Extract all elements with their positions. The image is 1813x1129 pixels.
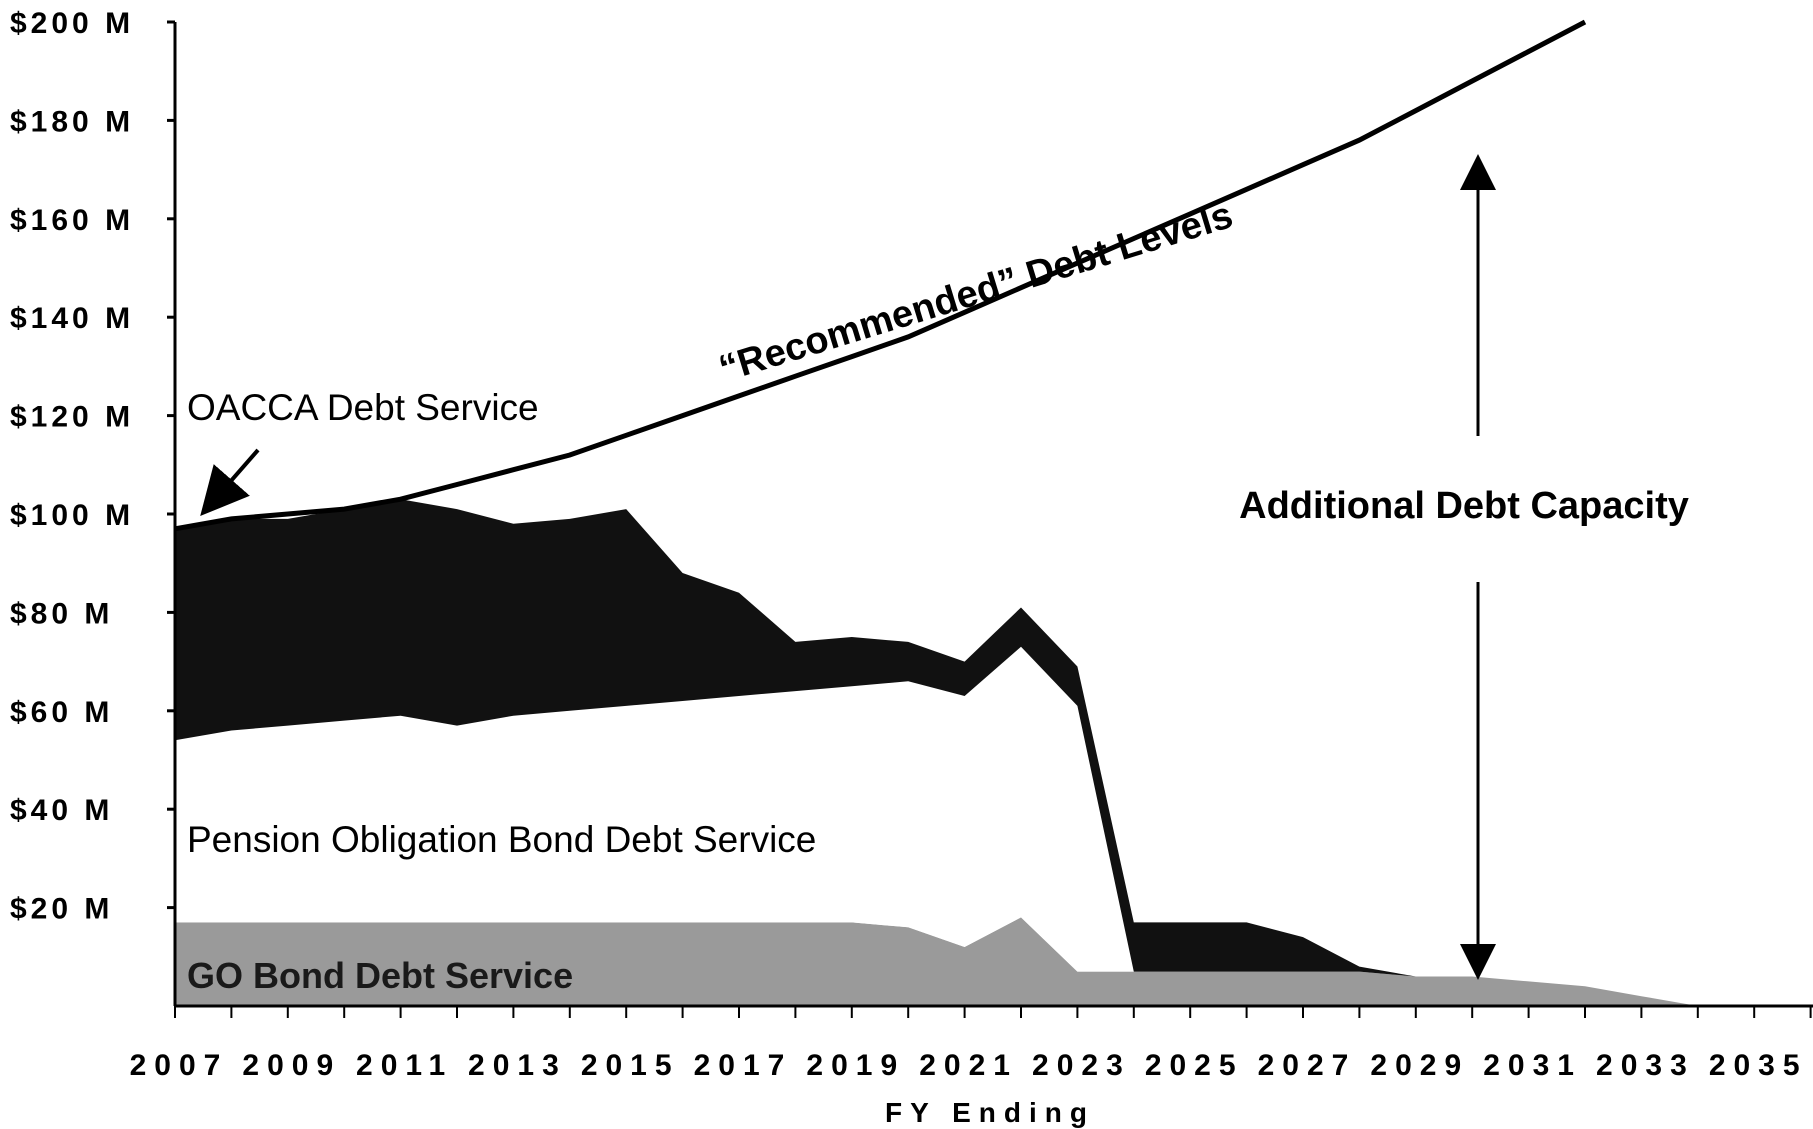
x-tick-label: 2009: [242, 1049, 341, 1082]
y-tick-label: $80 M: [10, 597, 113, 630]
x-tick-label: 2013: [468, 1049, 567, 1082]
capacity-label: Additional Debt Capacity: [1239, 485, 1689, 527]
x-tick-label: 2035: [1709, 1049, 1808, 1082]
recommended-line-layer: [174, 19, 1587, 532]
recommended-line-label: “Recommended” Debt Levels: [714, 194, 1237, 390]
area-go-bond-debt-service: [175, 917, 1698, 1006]
x-axis-title: FY Ending: [885, 1097, 1095, 1128]
area-pension-obligation-bond-debt-service: [175, 646, 1698, 1006]
oacca-label: OACCA Debt Service: [187, 387, 539, 428]
x-tick-label: 2021: [919, 1049, 1018, 1082]
x-tick-label: 2023: [1032, 1049, 1131, 1082]
y-tick-label: $140 M: [10, 302, 134, 335]
oacca-pointer-arrow: [200, 448, 260, 517]
x-tick-label: 2017: [694, 1049, 793, 1082]
x-tick-label: 2027: [1258, 1049, 1357, 1082]
x-tick-label: 2019: [806, 1049, 905, 1082]
x-tick-label: 2015: [581, 1049, 680, 1082]
x-tick-label: 2031: [1483, 1049, 1582, 1082]
pension-label: Pension Obligation Bond Debt Service: [187, 819, 816, 860]
y-tick-label: $120 M: [10, 401, 134, 434]
x-tick-label: 2011: [356, 1049, 453, 1082]
y-tick-label: $100 M: [10, 499, 134, 532]
go-bond-label: GO Bond Debt Service: [187, 955, 573, 996]
y-tick-label: $200 M: [10, 7, 134, 40]
y-tick-label: $180 M: [10, 105, 134, 138]
x-tick-label: 2007: [130, 1049, 229, 1082]
y-tick-label: $60 M: [10, 696, 113, 729]
x-tick-label: 2029: [1370, 1049, 1469, 1082]
y-tick-label: $160 M: [10, 204, 134, 237]
x-tick-label: 2033: [1596, 1049, 1695, 1082]
x-axis-ticks: 2007 2009 2011 2013 2015 2017 2019 2021 2023 2025…: [130, 1006, 1812, 1082]
area-oacca-debt-service: [175, 499, 1698, 1006]
y-tick-label: $20 M: [10, 893, 113, 926]
recommended-debt-line: [174, 19, 1587, 532]
y-axis-ticks: $200 M $180 M $160 M $140 M $120 M $100 M $80 …: [10, 7, 175, 926]
y-tick-label: $40 M: [10, 794, 113, 827]
stacked-areas: [175, 499, 1698, 1006]
x-tick-label: 2025: [1145, 1049, 1244, 1082]
